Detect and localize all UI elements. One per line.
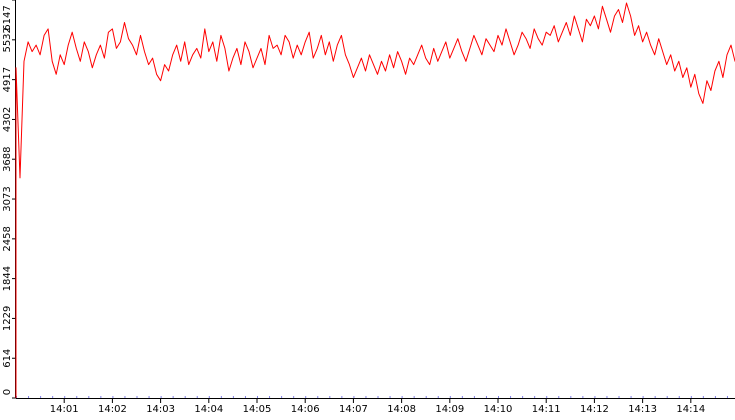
y-tick-label: 0 — [2, 389, 13, 395]
y-tick-label: 6147 — [2, 5, 13, 30]
x-tick-label: 14:13 — [628, 404, 657, 415]
y-tick-label: 1844 — [2, 266, 13, 291]
x-tick-label: 14:03 — [146, 404, 175, 415]
x-tick-label: 14:12 — [580, 404, 609, 415]
x-tick-label: 14:08 — [387, 404, 416, 415]
x-tick-label: 14:05 — [243, 404, 272, 415]
y-tick-label: 4302 — [2, 107, 13, 132]
x-tick-label: 14:04 — [194, 404, 223, 415]
y-tick-label: 1229 — [2, 306, 13, 331]
x-tick-label: 14:14 — [676, 404, 705, 415]
y-tick-label: 614 — [2, 349, 13, 368]
y-tick-label: 3073 — [2, 186, 13, 211]
y-tick-label: 2458 — [2, 226, 13, 251]
x-tick-label: 14:09 — [435, 404, 464, 415]
series-line-0 — [16, 3, 735, 398]
x-tick-label: 14:02 — [98, 404, 127, 415]
x-tick-label: 14:06 — [291, 404, 320, 415]
x-tick-label: 14:10 — [484, 404, 513, 415]
series-layer — [16, 3, 735, 398]
x-tick-label: 14:01 — [50, 404, 79, 415]
y-tick-label: 4917 — [2, 67, 13, 92]
x-tick-label: 14:07 — [339, 404, 368, 415]
x-tick-label: 14:11 — [532, 404, 561, 415]
y-tick-label: 3688 — [2, 146, 13, 171]
